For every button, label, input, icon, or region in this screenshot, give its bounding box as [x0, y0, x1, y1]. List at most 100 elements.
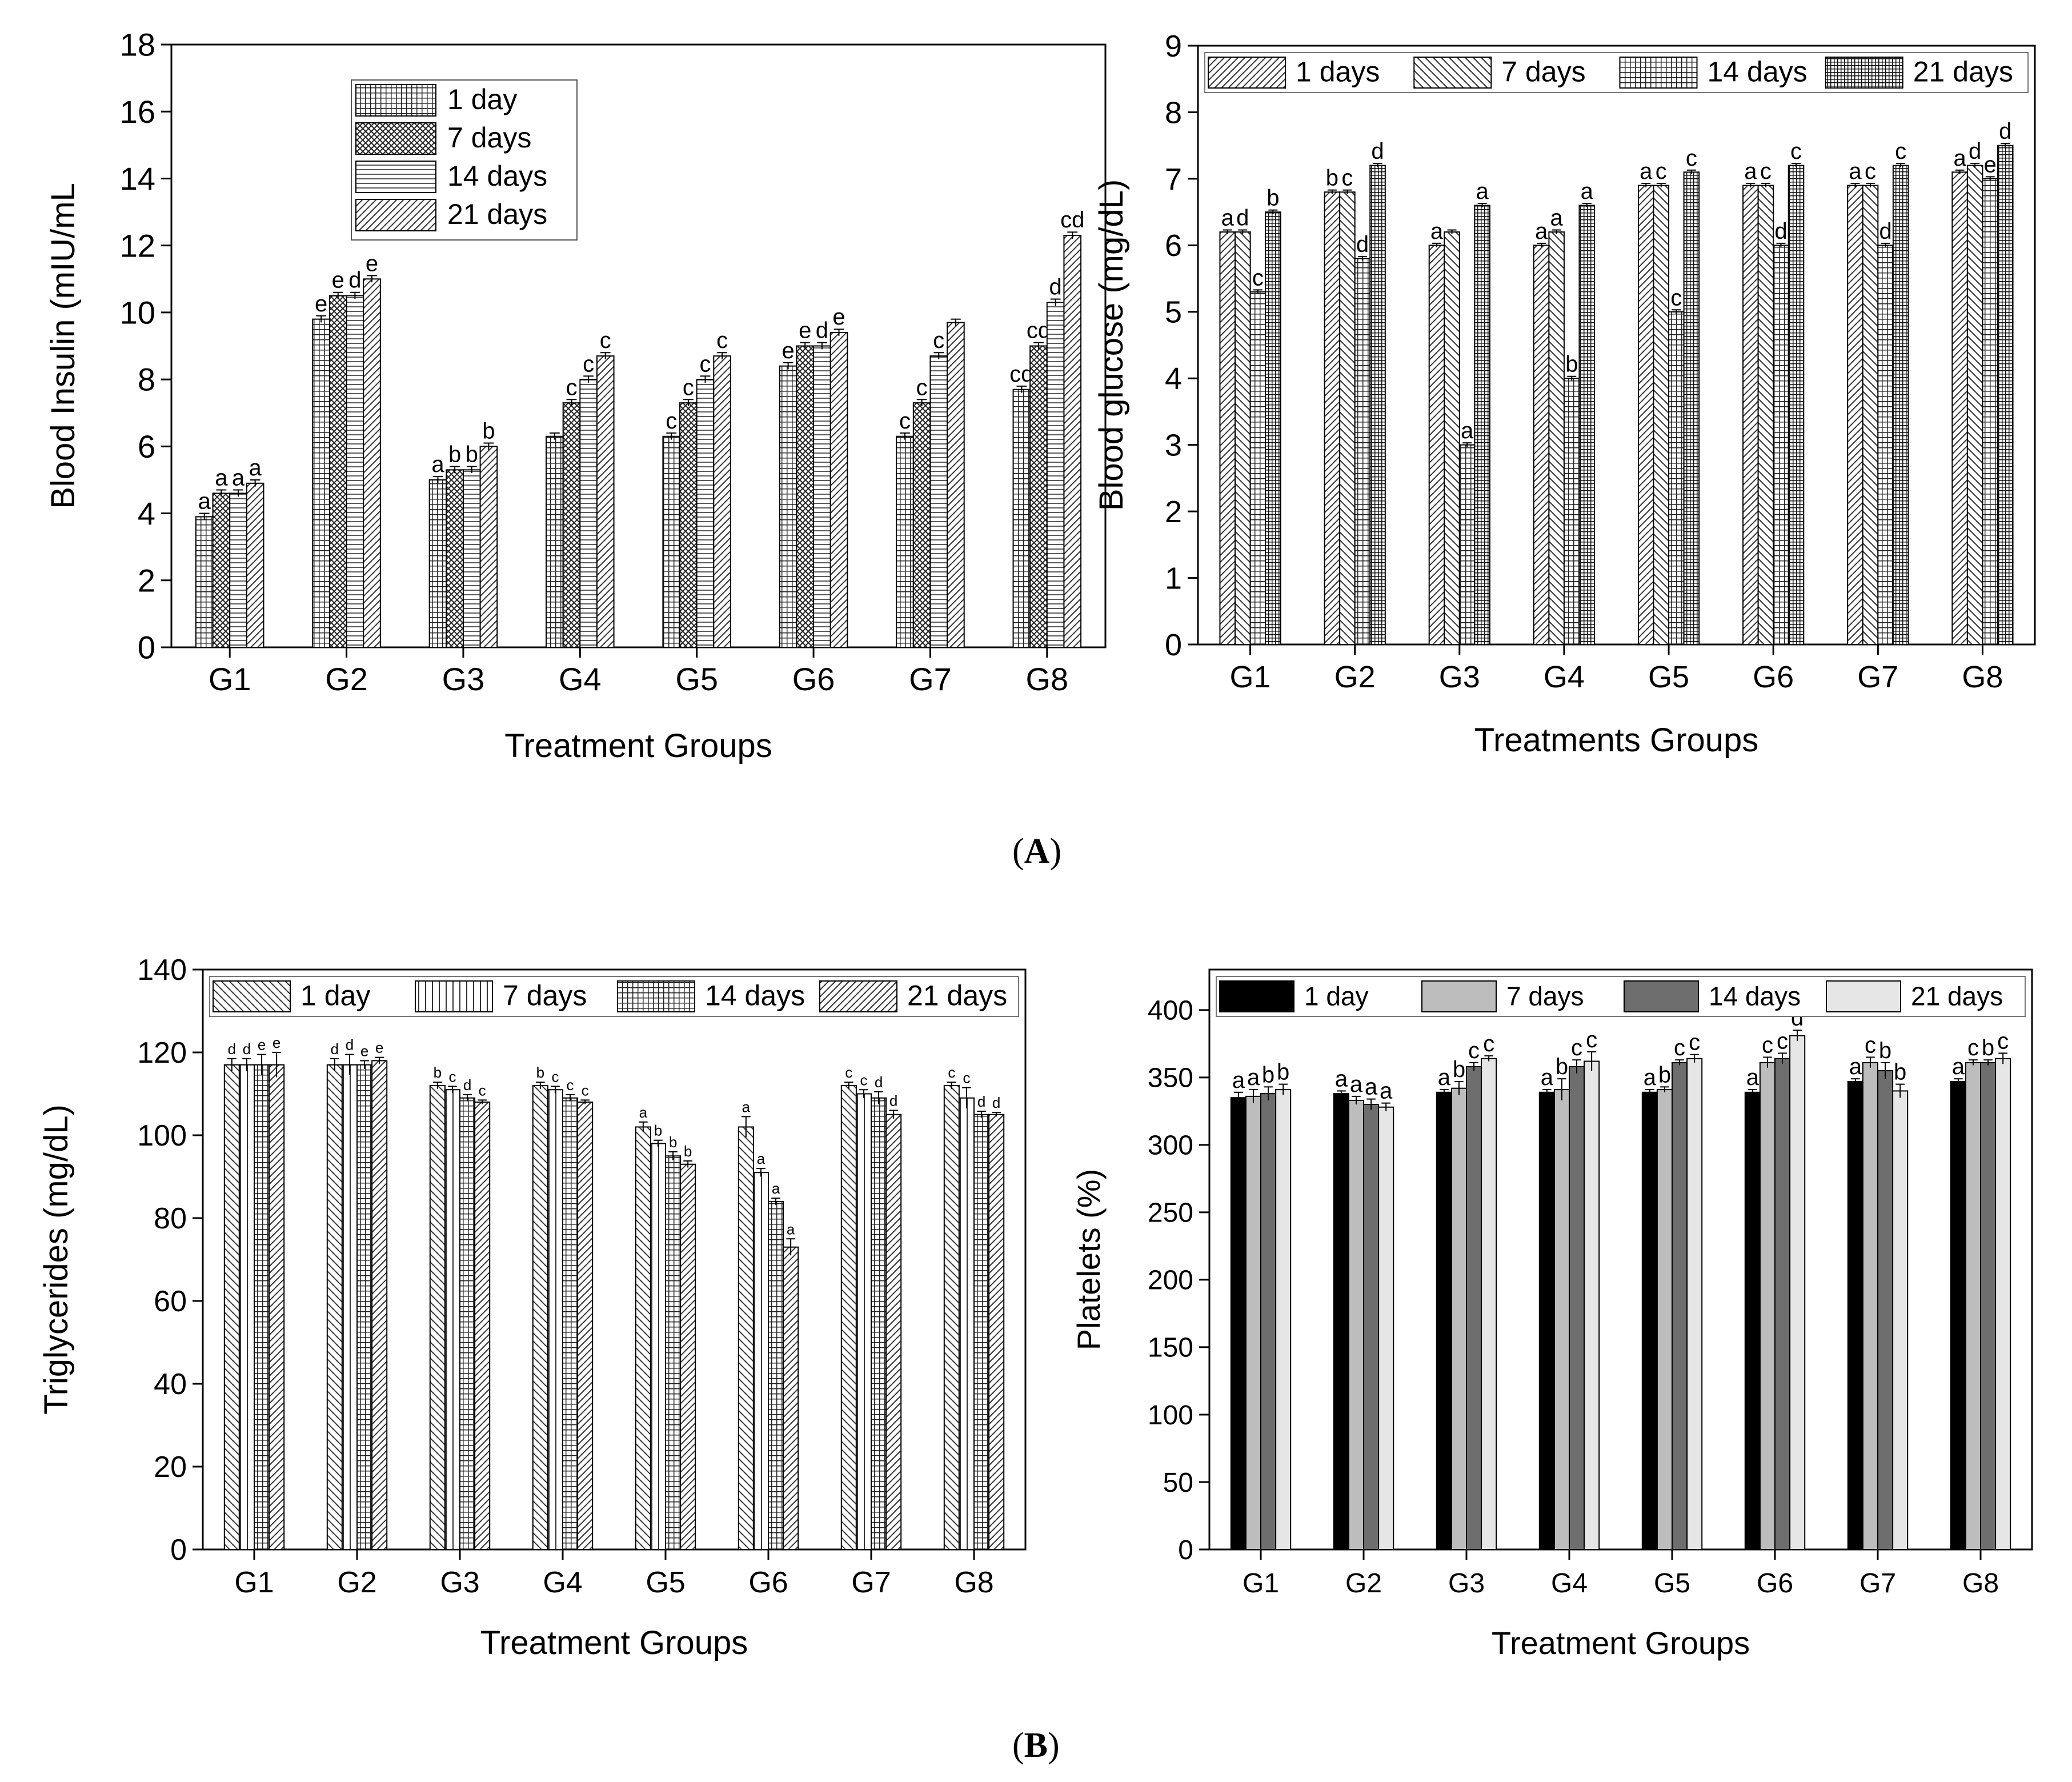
- legend-swatch-insulin: [355, 122, 436, 155]
- significance-label-glucose: a: [1581, 179, 1594, 204]
- x-axis-label-platelets: Treatment Groups: [1492, 1625, 1750, 1661]
- bar-insulin-G4-s1: [546, 435, 564, 648]
- significance-label-insulin: e: [332, 268, 344, 293]
- bar-insulin-G5-s2: [679, 402, 698, 648]
- y-tick-label-insulin: 6: [138, 429, 155, 464]
- bar-platelets-G4-s3: [1569, 1066, 1585, 1550]
- significance-label-platelets: c: [1468, 1038, 1480, 1063]
- bar-triglycerides-G8-s4: [988, 1114, 1005, 1550]
- significance-label-triglycerides: c: [963, 1070, 970, 1087]
- x-tick-label-triglycerides: G2: [337, 1566, 376, 1599]
- significance-label-triglycerides: c: [845, 1064, 852, 1081]
- x-tick-label-insulin: G8: [1025, 661, 1068, 697]
- y-tick-label-platelets: 50: [1163, 1468, 1193, 1498]
- x-tick-label-insulin: G4: [559, 661, 602, 697]
- significance-label-platelets: b: [1982, 1035, 1994, 1060]
- bar-glucose-G4-s1: [1533, 245, 1550, 646]
- legend-swatch-triglycerides: [213, 980, 291, 1012]
- plot-frame-insulin: [170, 43, 1107, 648]
- x-tick-label-insulin: G6: [792, 661, 835, 697]
- significance-label-platelets: a: [1849, 1054, 1862, 1079]
- bar-glucose-G8-s4: [1997, 145, 2014, 645]
- significance-label-insulin: d: [1049, 274, 1062, 299]
- legend-swatch-glucose: [1825, 57, 1903, 89]
- significance-label-glucose: c: [1760, 159, 1772, 184]
- bar-insulin-G2-s3: [346, 295, 364, 648]
- x-axis-label-insulin: Treatment Groups: [504, 727, 772, 764]
- bar-triglycerides-G5-s1: [635, 1126, 651, 1550]
- bar-platelets-G2-s1: [1333, 1093, 1349, 1551]
- significance-label-insulin: d: [816, 318, 828, 343]
- y-tick-label-glucose: 2: [1165, 495, 1182, 529]
- bar-insulin-G8-s3: [1046, 302, 1065, 648]
- significance-label-insulin: a: [431, 452, 444, 477]
- legend-swatch-platelets: [1219, 980, 1295, 1012]
- bar-insulin-G3-s4: [479, 446, 498, 648]
- x-tick-label-insulin: G1: [209, 661, 251, 697]
- significance-label-triglycerides: b: [434, 1064, 442, 1081]
- significance-label-insulin: e: [366, 251, 378, 276]
- bar-glucose-G1-s2: [1235, 231, 1251, 645]
- bar-glucose-G5-s3: [1668, 311, 1685, 645]
- significance-label-insulin: a: [215, 466, 228, 491]
- significance-label-platelets: c: [1967, 1035, 1979, 1060]
- significance-label-platelets: a: [1952, 1054, 1965, 1079]
- significance-label-glucose: b: [1565, 352, 1578, 377]
- bar-platelets-G3-s1: [1436, 1091, 1452, 1551]
- significance-label-insulin: c: [899, 409, 911, 434]
- bar-triglycerides-G6-s2: [752, 1172, 770, 1550]
- bar-platelets-G7-s1: [1847, 1080, 1863, 1550]
- paren-open-a: (: [1012, 832, 1024, 871]
- significance-label-glucose: d: [1236, 206, 1249, 231]
- y-tick-label-triglycerides: 40: [154, 1368, 187, 1401]
- bar-glucose-G8-s2: [1966, 165, 1983, 646]
- legend-label-glucose: 7 days: [1501, 55, 1585, 87]
- legend-triglycerides: 1 day 7 days 14 days 21 days: [209, 976, 1019, 1017]
- significance-label-insulin: e: [799, 318, 811, 343]
- bar-insulin-G4-s2: [562, 402, 581, 648]
- legend-label-insulin: 7 days: [447, 122, 531, 154]
- y-tick-label-triglycerides: 60: [154, 1285, 187, 1318]
- bar-platelets-G6-s3: [1774, 1058, 1791, 1550]
- bar-insulin-G3-s3: [462, 469, 481, 648]
- plot-frame-glucose: [1197, 45, 2036, 646]
- y-axis-label-insulin: Blood Insulin (mIU/mL: [45, 183, 82, 509]
- significance-label-platelets: c: [1674, 1035, 1685, 1060]
- bar-triglycerides-G5-s3: [665, 1155, 682, 1550]
- significance-label-glucose: b: [1267, 186, 1279, 211]
- significance-label-insulin: c: [600, 328, 611, 353]
- significance-label-platelets: b: [1658, 1062, 1671, 1087]
- bar-insulin-G4-s3: [579, 379, 598, 648]
- significance-label-platelets: c: [1777, 1028, 1788, 1054]
- legend-label-triglycerides: 7 days: [503, 979, 587, 1011]
- significance-label-insulin: c: [666, 409, 677, 434]
- bar-glucose-G3-s3: [1458, 444, 1476, 646]
- significance-label-platelets: b: [1277, 1060, 1289, 1085]
- significance-label-triglycerides: c: [948, 1064, 955, 1081]
- bar-platelets-G1-s2: [1245, 1095, 1261, 1550]
- significance-label-triglycerides: d: [228, 1040, 236, 1058]
- x-tick-label-glucose: G6: [1753, 660, 1794, 694]
- bar-insulin-G1-s4: [246, 482, 264, 648]
- significance-label-triglycerides: d: [875, 1074, 883, 1091]
- x-tick-label-triglycerides: G6: [748, 1566, 788, 1599]
- significance-label-triglycerides: e: [272, 1034, 280, 1051]
- x-tick-label-insulin: G2: [325, 661, 368, 697]
- significance-label-glucose: d: [1774, 219, 1787, 244]
- bar-platelets-G8-s3: [1980, 1062, 1997, 1550]
- bar-triglycerides-G1-s2: [238, 1064, 255, 1550]
- bar-glucose-G3-s2: [1444, 231, 1460, 645]
- x-tick-label-glucose: G7: [1857, 660, 1898, 694]
- bar-triglycerides-G7-s3: [871, 1097, 887, 1550]
- significance-label-triglycerides: b: [536, 1064, 544, 1081]
- x-tick-label-insulin: G3: [442, 661, 485, 697]
- significance-label-platelets: a: [1335, 1066, 1348, 1091]
- bar-insulin-G5-s4: [713, 355, 731, 648]
- bar-triglycerides-G7-s4: [885, 1114, 902, 1550]
- bar-triglycerides-G5-s2: [650, 1143, 667, 1550]
- bar-triglycerides-G4-s3: [562, 1097, 579, 1550]
- x-tick-label-triglycerides: G1: [234, 1566, 274, 1599]
- bar-triglycerides-G6-s1: [738, 1126, 754, 1550]
- x-tick-label-glucose: G1: [1230, 660, 1271, 694]
- bar-insulin-G4-s4: [596, 355, 615, 648]
